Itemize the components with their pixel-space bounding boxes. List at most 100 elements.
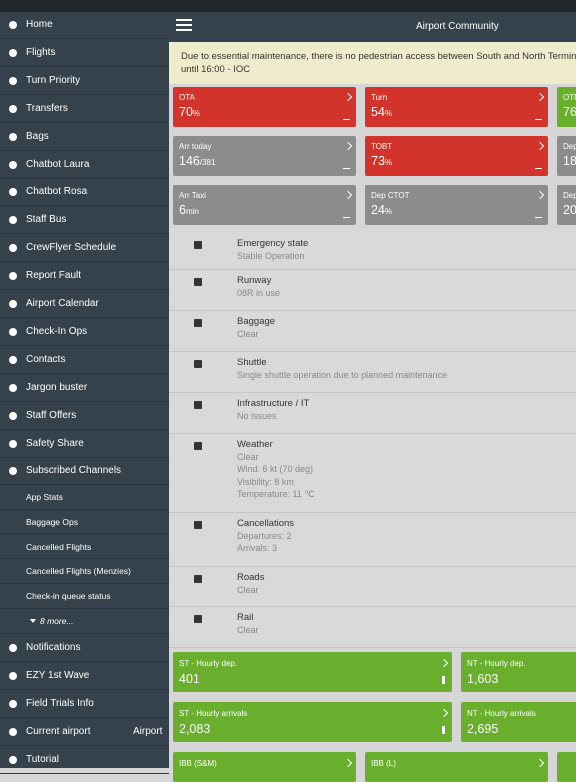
menu-item[interactable] bbox=[0, 485, 169, 510]
tile[interactable] bbox=[557, 752, 576, 782]
status-detail: Clear bbox=[237, 585, 259, 595]
chevron bbox=[343, 190, 353, 200]
icon bbox=[9, 104, 17, 113]
menu-label: EZY 1st Wave bbox=[26, 669, 90, 681]
tile[interactable]: IBB (L) bbox=[365, 752, 548, 782]
status-detail: Departures: 2 bbox=[237, 531, 292, 541]
status-row bbox=[169, 513, 576, 567]
icon bbox=[9, 755, 17, 764]
status-row bbox=[169, 270, 576, 311]
menu-button[interactable] bbox=[176, 19, 194, 33]
chevron bbox=[343, 92, 353, 102]
menu-item[interactable] bbox=[0, 67, 169, 95]
tile[interactable]: Arr Taxi 6min bbox=[173, 185, 356, 225]
value: 54 bbox=[371, 105, 385, 119]
menu-item[interactable] bbox=[0, 559, 169, 584]
menu-item[interactable] bbox=[0, 609, 169, 634]
tile-value: 24% bbox=[371, 203, 392, 217]
icon bbox=[9, 439, 17, 448]
status-title: Rail bbox=[237, 612, 254, 623]
chevron bbox=[439, 658, 449, 668]
menu-item[interactable] bbox=[0, 11, 169, 39]
menu-label: Report Fault bbox=[26, 270, 82, 282]
menu-item[interactable] bbox=[0, 402, 169, 430]
triangle bbox=[30, 619, 36, 623]
icon bbox=[194, 241, 202, 249]
status-title: Baggage bbox=[237, 316, 276, 327]
tile[interactable]: Dep 18 bbox=[557, 136, 576, 176]
menu-item[interactable] bbox=[0, 662, 169, 690]
tile[interactable]: Arr today 146/381 bbox=[173, 136, 356, 176]
status-title: Runway bbox=[237, 275, 272, 286]
menu-item[interactable] bbox=[0, 151, 169, 179]
status-list bbox=[169, 229, 576, 648]
status-bar bbox=[0, 0, 576, 12]
status-title: Emergency state bbox=[237, 238, 309, 249]
menu-item[interactable] bbox=[0, 123, 169, 151]
tile[interactable]: ST - Hourly arrivals 2,083 bbox=[173, 702, 452, 742]
icon bbox=[194, 401, 202, 409]
icon bbox=[194, 319, 202, 327]
tile-value: 20 bbox=[563, 203, 576, 217]
menu-item[interactable] bbox=[0, 634, 169, 662]
tile[interactable]: Dep 20 bbox=[557, 185, 576, 225]
status-detail: Temperature: 11 ℃ bbox=[237, 488, 315, 499]
menu-item[interactable] bbox=[0, 39, 169, 67]
menu-item[interactable] bbox=[0, 346, 169, 374]
menu-item[interactable] bbox=[0, 178, 169, 207]
tile-value: 1,603 bbox=[467, 672, 499, 686]
tile-value: 2,083 bbox=[179, 722, 211, 736]
icon bbox=[9, 699, 17, 708]
tile-label: OTD bbox=[563, 93, 576, 102]
icon bbox=[194, 615, 202, 623]
tile-icon bbox=[343, 163, 350, 169]
menu-item[interactable] bbox=[0, 430, 169, 458]
chevron bbox=[535, 92, 545, 102]
tile[interactable]: OTA 70% bbox=[173, 87, 356, 127]
menu-label: Staff Bus bbox=[26, 214, 67, 226]
menu-item[interactable] bbox=[0, 374, 169, 402]
menu-value: Airport bbox=[133, 725, 163, 737]
status-detail: Visibility: 8 km bbox=[237, 476, 294, 487]
menu-label: Cancelled Flights bbox=[26, 541, 92, 552]
tile[interactable]: TOBT 73% bbox=[365, 136, 548, 176]
tile[interactable]: Turn 54% bbox=[365, 87, 548, 127]
tile[interactable]: NT - Hourly arrivals 2,695 bbox=[461, 702, 576, 742]
menu-label: Staff Offers bbox=[26, 409, 77, 421]
tile[interactable]: Dep CTOT 24% bbox=[365, 185, 548, 225]
menu-item[interactable] bbox=[0, 584, 169, 609]
menu-item[interactable] bbox=[0, 95, 169, 123]
tile-label: Dep CTOT bbox=[371, 191, 410, 200]
menu-label: Airport Calendar bbox=[26, 298, 99, 309]
unit: % bbox=[384, 109, 393, 118]
tile[interactable]: NT - Hourly dep. 1,603 bbox=[461, 652, 576, 692]
menu-label: Baggage Ops bbox=[26, 516, 78, 527]
chevron bbox=[439, 708, 449, 718]
banner-line: until 16:00 - IOC bbox=[181, 64, 251, 75]
tile[interactable]: IBB (S&M) bbox=[173, 752, 356, 782]
icon bbox=[9, 411, 17, 420]
menu-item[interactable] bbox=[0, 509, 169, 535]
menu-item[interactable] bbox=[0, 206, 169, 235]
menu-item[interactable] bbox=[0, 718, 169, 746]
unit: % bbox=[384, 207, 393, 216]
icon bbox=[194, 575, 202, 583]
header-title: Airport Community bbox=[416, 21, 499, 32]
sidebar bbox=[0, 12, 169, 768]
tile[interactable]: ST - Hourly dep. 401 bbox=[173, 652, 452, 692]
menu-label: Check-in queue status bbox=[26, 591, 111, 602]
menu-label: App Stats bbox=[26, 491, 63, 502]
menu-item[interactable] bbox=[0, 534, 169, 560]
value: 18 bbox=[563, 154, 576, 168]
menu-item[interactable] bbox=[0, 457, 169, 486]
menu-item[interactable] bbox=[0, 318, 169, 346]
menu-item[interactable] bbox=[0, 262, 169, 291]
menu-item[interactable] bbox=[0, 690, 169, 718]
menu-label: Field Trials Info bbox=[26, 697, 94, 709]
banner-line: Due to essential maintenance, there is n… bbox=[181, 51, 576, 62]
menu-item[interactable] bbox=[0, 290, 169, 318]
menu-item[interactable] bbox=[0, 234, 169, 263]
unit: min bbox=[185, 207, 199, 216]
tile[interactable]: OTD 76 bbox=[557, 87, 576, 127]
